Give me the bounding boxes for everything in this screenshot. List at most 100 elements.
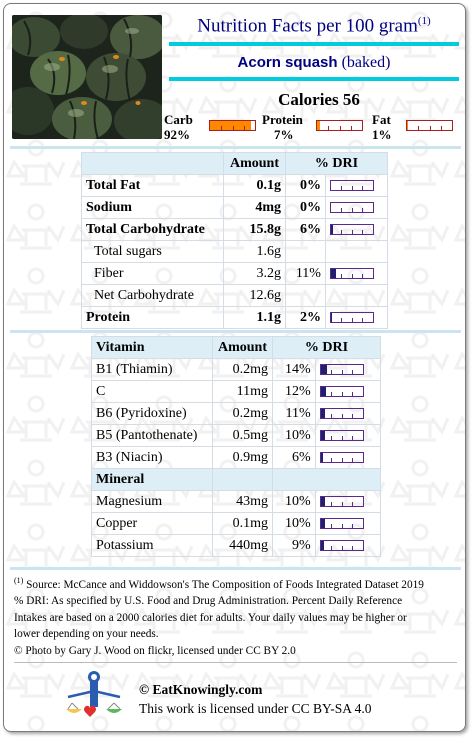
b1-thiamin-dri-bar-cell (314, 358, 382, 381)
b3-niacin-dri-bar-cell (314, 446, 382, 469)
potassium-label: Potassium (91, 534, 213, 557)
footnote-ref: (1) (14, 576, 24, 585)
copper-dri-bar-cell (314, 512, 382, 535)
copper-dri-bar (319, 517, 364, 529)
total-carbohydrate-dri-bar (329, 223, 374, 235)
title-text: Nutrition Facts per 100 gram (197, 15, 418, 37)
macro-protein-percent: 7% (274, 127, 294, 142)
total-fat-label: Total Fat (81, 174, 224, 197)
b5-pantothenate-label: B5 (Pantothenate) (91, 424, 213, 447)
net-carbohydrate-label: Net Carbohydrate (81, 284, 224, 307)
dri-tick (341, 501, 343, 507)
separator (10, 330, 461, 333)
b6-pyridoxine-dri-fill (320, 408, 326, 418)
c-dri-bar-cell (314, 380, 382, 403)
c-label: C (91, 380, 213, 403)
table-row: Total Carbohydrate 15.8g 6% (81, 218, 389, 241)
macro-tick (328, 126, 330, 131)
macro-tick (232, 126, 234, 131)
dri-tick (341, 523, 343, 529)
b6-pyridoxine-dri-bar-cell (314, 402, 382, 425)
net-carbohydrate-dri (285, 284, 326, 307)
net-carbohydrate-amount: 12.6g (223, 284, 286, 307)
protein-dri-bar (329, 311, 374, 323)
sodium-label: Sodium (81, 196, 224, 219)
dri-tick (341, 413, 343, 419)
macro-protein-label: Protein (262, 112, 303, 127)
page-title: Nutrition Facts per 100 gram(1) (169, 15, 459, 37)
potassium-amount: 440mg (212, 534, 273, 557)
total-fat-dri-bar-cell (324, 174, 389, 197)
macro-fat: Fat 1% (372, 112, 392, 142)
magnesium-amount: 43mg (212, 490, 273, 513)
table-row: Sodium 4mg 0% (81, 196, 389, 219)
dri-tick (341, 457, 343, 463)
b5-pantothenate-dri-bar (319, 429, 364, 441)
total-sugars-label: Total sugars (81, 240, 224, 263)
table-row: Total Fat 0.1g 0% (81, 174, 389, 197)
b5-pantothenate-dri-fill (320, 430, 325, 440)
vitamin-header-name: Vitamin (91, 336, 213, 359)
b3-niacin-label: B3 (Niacin) (91, 446, 213, 469)
net-carbohydrate-dri-bar-cell (324, 284, 389, 307)
magnesium-dri-fill (320, 496, 325, 506)
sodium-amount: 4mg (223, 196, 286, 219)
fiber-dri: 11% (285, 262, 326, 285)
table-row: Protein 1.1g 2% (81, 306, 389, 329)
dri-tick (341, 435, 343, 441)
license-text: This work is licensed under CC BY-SA 4.0 (139, 701, 372, 716)
dri-tick (331, 501, 333, 507)
b6-pyridoxine-dri: 11% (272, 402, 316, 425)
copper-dri-fill (320, 518, 325, 528)
nutrition-card: Nutrition Facts per 100 gram(1) Acorn sq… (3, 3, 466, 732)
table-row: Net Carbohydrate 12.6g (81, 284, 389, 307)
nutrients-rows: Total Fat 0.1g 0% Sodium 4mg 0% Total Carbohyd… (81, 174, 389, 329)
macro-carb-bar (209, 120, 256, 131)
title-footnote-ref: (1) (417, 15, 431, 27)
dri-tick (362, 273, 364, 279)
dri-tick (331, 435, 333, 441)
dri-tick (352, 501, 354, 507)
dri-tick (331, 457, 333, 463)
fiber-amount: 3.2g (223, 262, 286, 285)
title-underline (169, 42, 459, 46)
food-name: Acorn squash (237, 54, 338, 71)
c-amount: 11mg (212, 380, 273, 403)
b1-thiamin-label: B1 (Thiamin) (91, 358, 213, 381)
table-row: B1 (Thiamin) 0.2mg 14% (91, 358, 382, 381)
total-sugars-amount: 1.6g (223, 240, 286, 263)
dri-tick (331, 523, 333, 529)
macro-protein: Protein 7% (262, 112, 303, 142)
macro-carb-fill (210, 121, 252, 130)
dri-tick (341, 229, 343, 235)
fiber-dri-fill (330, 268, 336, 278)
mineral-header: Mineral (91, 468, 213, 491)
mineral-rows: Magnesium 43mg 10% Copper 0.1mg 10% Potassium 4… (91, 490, 382, 557)
dri-tick (351, 317, 353, 323)
b6-pyridoxine-dri-bar (319, 407, 364, 419)
dri-tick (362, 317, 364, 323)
table-row: Magnesium 43mg 10% (91, 490, 382, 513)
dri-tick (331, 391, 333, 397)
eatknowingly-logo-icon (66, 671, 122, 717)
footnotes: (1) Source: McCance and Widdowson's The … (14, 573, 462, 659)
mineral-header-row: Mineral (91, 468, 381, 491)
macro-tick (243, 126, 245, 131)
dri-note-line: Intakes are based on a 2000 calories die… (14, 611, 407, 624)
total-fat-dri-bar (329, 179, 374, 191)
macro-fat-percent: 1% (372, 127, 392, 142)
dri-tick (352, 523, 354, 529)
protein-amount: 1.1g (223, 306, 286, 329)
vitamin-header-amount: Amount (212, 336, 273, 359)
food-underline (169, 77, 459, 81)
acorn-squash-photo (12, 15, 162, 139)
copper-dri: 10% (272, 512, 316, 535)
vitamin-header-dri: % DRI (272, 336, 381, 359)
b1-thiamin-dri: 14% (272, 358, 316, 381)
b6-pyridoxine-label: B6 (Pyridoxine) (91, 402, 213, 425)
total-sugars-dri (285, 240, 326, 263)
dri-tick (341, 391, 343, 397)
protein-dri-fill (330, 312, 332, 322)
dri-tick (341, 545, 343, 551)
b3-niacin-dri-fill (320, 452, 324, 462)
